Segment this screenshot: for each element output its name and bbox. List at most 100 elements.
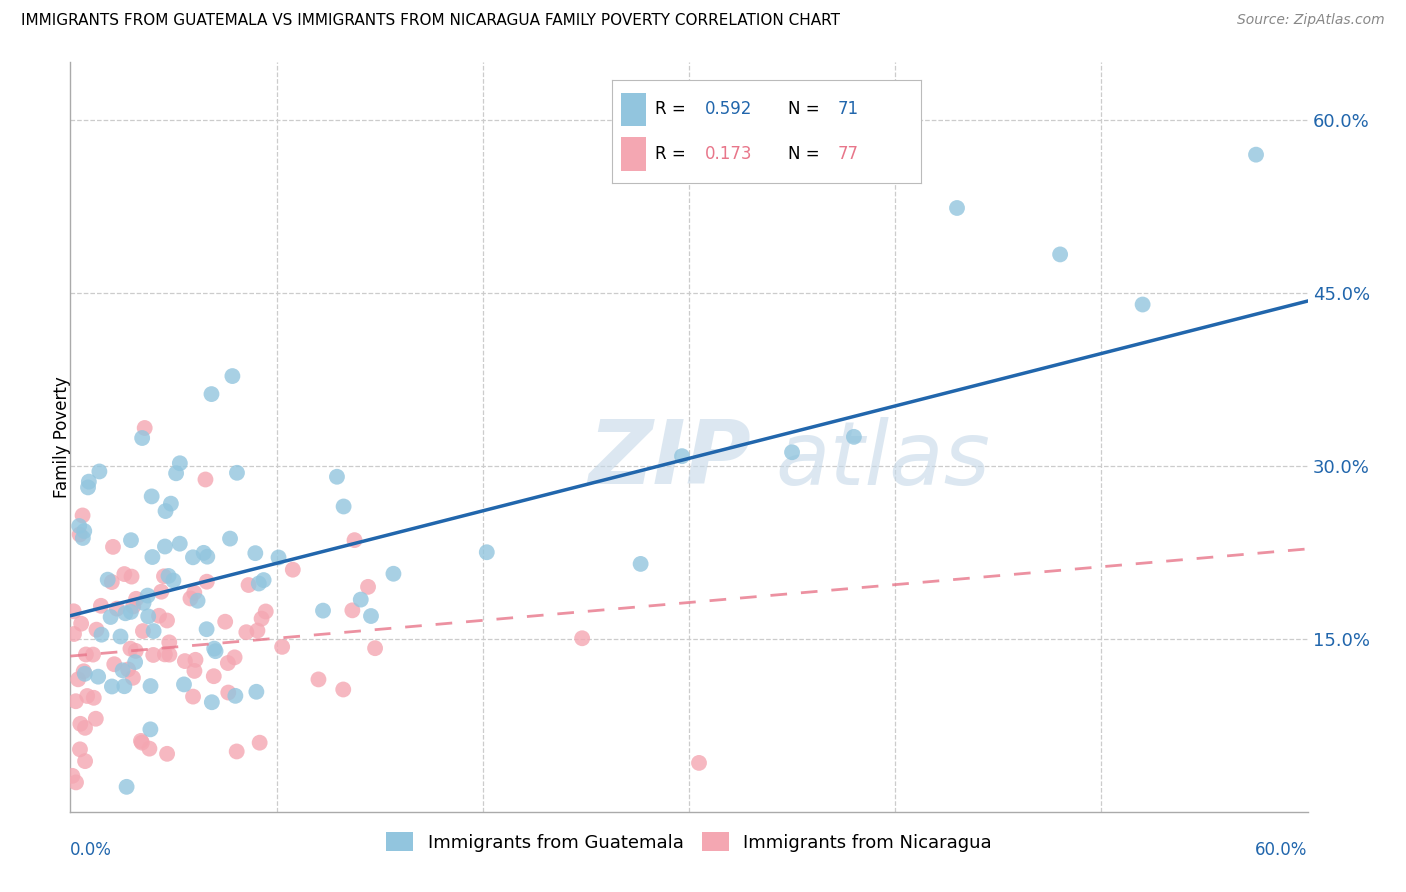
Point — [103, 657, 125, 672]
Point — [202, 669, 225, 683]
Point — [77, 475, 100, 489]
Point — [100, 610, 122, 624]
Point — [332, 500, 354, 514]
Point — [1244, 147, 1267, 161]
Point — [155, 504, 177, 518]
Point — [183, 585, 205, 599]
Point — [247, 576, 270, 591]
Bar — [621, 136, 645, 170]
Point — [141, 549, 163, 564]
Point — [69, 527, 91, 541]
Point — [193, 546, 215, 560]
Point — [200, 387, 222, 401]
Point — [110, 630, 132, 644]
Point — [75, 648, 97, 662]
Point — [83, 690, 105, 705]
Point — [101, 575, 124, 590]
Point — [571, 632, 593, 646]
Point — [60, 769, 83, 783]
Point — [72, 531, 94, 545]
Point — [131, 736, 153, 750]
Point — [63, 627, 86, 641]
Point — [82, 648, 104, 662]
Text: 60.0%: 60.0% — [1256, 840, 1308, 858]
Point — [246, 624, 269, 638]
Point — [195, 574, 218, 589]
Point — [120, 641, 142, 656]
Point — [156, 747, 179, 761]
Point — [72, 508, 94, 523]
Point — [65, 694, 87, 708]
Point — [326, 469, 349, 483]
Point — [201, 695, 224, 709]
Point — [112, 567, 135, 582]
Point — [165, 467, 187, 481]
Point — [195, 622, 218, 636]
Point — [75, 754, 97, 768]
Point — [271, 640, 294, 654]
Point — [267, 550, 290, 565]
Point — [204, 644, 226, 658]
Point — [70, 616, 93, 631]
Point — [181, 550, 204, 565]
Point — [122, 599, 145, 614]
Point — [124, 655, 146, 669]
Point — [169, 537, 191, 551]
Point — [342, 603, 364, 617]
Point — [153, 648, 176, 662]
Point — [73, 721, 96, 735]
Point — [245, 685, 267, 699]
Point — [89, 465, 111, 479]
Point — [134, 421, 156, 435]
Point — [90, 599, 112, 613]
Point — [139, 679, 162, 693]
Point — [184, 653, 207, 667]
Point — [250, 612, 273, 626]
Point — [217, 685, 239, 699]
Point — [946, 201, 969, 215]
Text: N =: N = — [787, 145, 825, 163]
Point — [221, 369, 243, 384]
Point — [97, 573, 120, 587]
Point — [343, 533, 366, 548]
Point — [73, 524, 96, 538]
Point — [136, 609, 159, 624]
Point — [238, 578, 260, 592]
Point — [281, 563, 304, 577]
Point — [150, 584, 173, 599]
Point — [202, 641, 225, 656]
Y-axis label: Family Poverty: Family Poverty — [53, 376, 70, 498]
Point — [224, 650, 246, 665]
Point — [129, 734, 152, 748]
Point — [105, 601, 128, 615]
Point — [153, 540, 176, 554]
Text: IMMIGRANTS FROM GUATEMALA VS IMMIGRANTS FROM NICARAGUA FAMILY POVERTY CORRELATIO: IMMIGRANTS FROM GUATEMALA VS IMMIGRANTS … — [21, 13, 841, 29]
Point — [73, 666, 96, 681]
Point — [117, 663, 139, 677]
Point — [671, 449, 693, 463]
Point — [195, 549, 218, 564]
Point — [475, 545, 498, 559]
Point — [132, 624, 155, 638]
Point — [101, 540, 124, 554]
Point — [73, 665, 96, 679]
Point — [179, 591, 201, 606]
Point — [245, 546, 267, 560]
Point — [157, 635, 180, 649]
Point — [157, 569, 180, 583]
Point — [141, 490, 163, 504]
Point — [125, 591, 148, 606]
Text: R =: R = — [655, 100, 690, 118]
Point — [350, 592, 373, 607]
Point — [67, 519, 90, 533]
Point — [84, 712, 107, 726]
Text: 0.592: 0.592 — [704, 100, 752, 118]
Point — [187, 593, 209, 607]
Point — [219, 532, 242, 546]
Point — [842, 430, 865, 444]
Point — [1132, 297, 1154, 311]
Point — [183, 664, 205, 678]
Point — [194, 473, 217, 487]
Point — [162, 574, 184, 588]
Text: 0.173: 0.173 — [704, 145, 752, 163]
